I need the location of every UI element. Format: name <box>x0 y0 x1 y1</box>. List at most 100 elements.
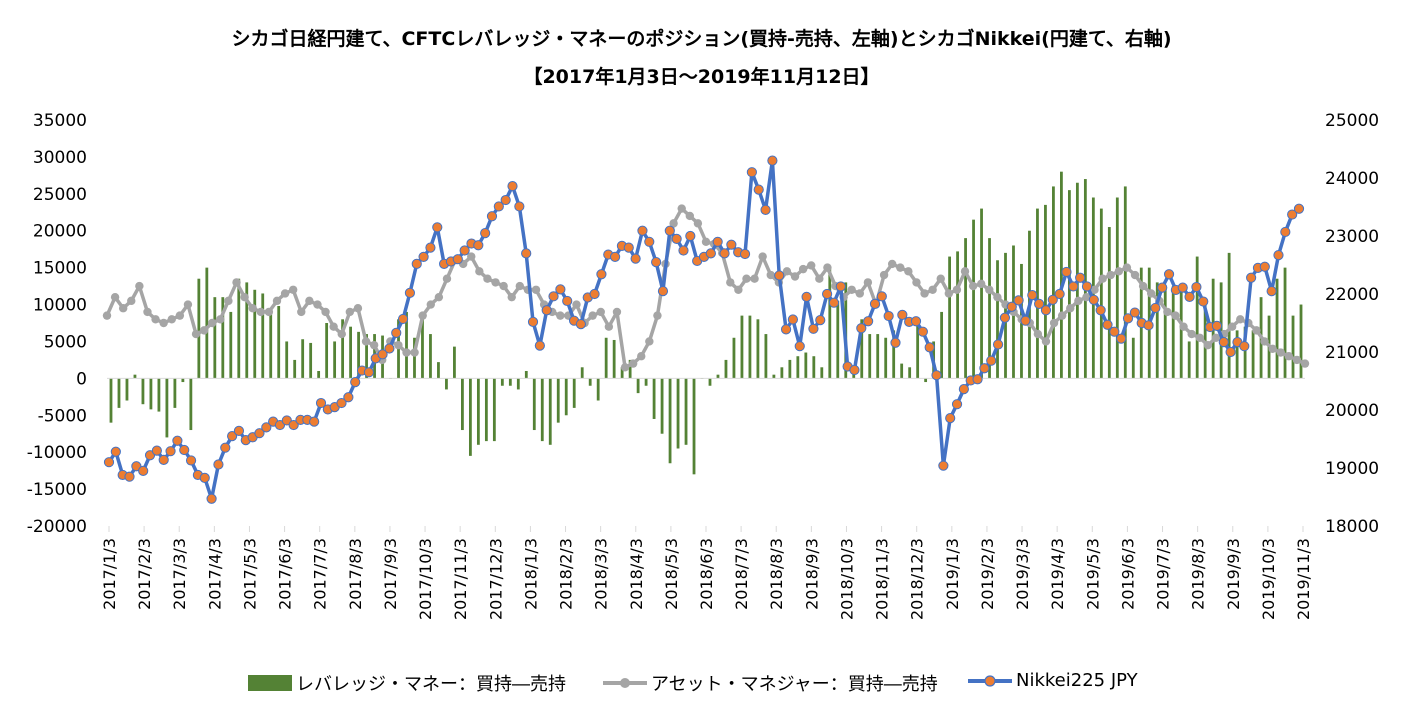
asset-manager-marker <box>491 278 500 287</box>
nikkei-marker <box>657 286 669 297</box>
x-axis-tick-label: 2017/4/3 <box>205 538 224 610</box>
leveraged-bar <box>1283 267 1287 379</box>
asset-manager-marker <box>847 285 856 294</box>
left-axis-tick: 15000 <box>33 259 87 279</box>
left-axis-tick: 10000 <box>33 296 87 316</box>
asset-manager-marker <box>952 285 962 294</box>
asset-manager-marker <box>750 274 759 283</box>
asset-manager-marker <box>483 274 492 283</box>
nikkei-marker <box>473 240 484 251</box>
nikkei-marker <box>575 319 586 330</box>
asset-manager-marker <box>855 289 864 298</box>
nikkei-marker <box>1129 307 1140 318</box>
asset-manager-marker <box>1090 285 1099 294</box>
nikkei-marker <box>185 455 197 466</box>
x-axis-tick-label: 2017/2/3 <box>135 538 154 610</box>
asset-manager-marker <box>977 279 986 289</box>
leveraged-bar <box>484 378 488 442</box>
x-axis-tick-label: 2019/11/3 <box>1294 538 1313 620</box>
x-axis-tick-label: 2017/7/3 <box>311 538 330 610</box>
asset-manager-marker <box>135 281 144 291</box>
asset-manager-marker <box>1041 337 1051 346</box>
legend-label-asset: アセット・マネジャー：買持―売持 <box>651 674 938 695</box>
leveraged-bar <box>245 282 249 379</box>
x-axis-tick-label: 2019/9/3 <box>1224 538 1243 610</box>
asset-manager-marker <box>369 340 379 350</box>
nikkei-marker <box>1034 298 1045 309</box>
leveraged-bar <box>692 378 696 475</box>
leveraged-bar <box>756 319 760 379</box>
asset-manager-marker <box>272 296 282 306</box>
left-axis-tick: 5000 <box>44 332 87 352</box>
leveraged-bar <box>213 297 217 379</box>
x-axis-tick-label: 2018/7/3 <box>732 538 751 610</box>
x-axis-tick-label: 2019/7/3 <box>1154 538 1173 610</box>
nikkei-marker <box>1218 337 1229 348</box>
leveraged-bar <box>860 319 864 379</box>
asset-manager-marker <box>1211 333 1221 342</box>
nikkei-marker <box>897 309 908 320</box>
asset-manager-marker <box>790 272 800 281</box>
x-axis-tick-label: 2017/8/3 <box>346 538 365 610</box>
leveraged-bar <box>293 359 297 379</box>
asset-manager-marker <box>208 318 217 328</box>
leveraged-bar <box>1187 341 1191 379</box>
leveraged-bar <box>109 378 113 423</box>
leveraged-bar <box>285 341 289 379</box>
asset-manager-marker <box>499 281 508 291</box>
nikkei-marker <box>1102 319 1113 330</box>
legend-item-nikkei: Nikkei225 JPY <box>968 670 1138 691</box>
x-axis-tick-label: 2018/3/3 <box>592 538 611 610</box>
left-axis-tick: -5000 <box>38 406 87 426</box>
nikkei-marker <box>404 287 416 298</box>
leveraged-bar <box>908 367 912 379</box>
leveraged-bar <box>437 362 440 379</box>
nikkei-marker <box>992 339 1004 350</box>
nikkei-marker <box>151 445 162 456</box>
nikkei-marker <box>1246 272 1257 283</box>
asset-manager-marker <box>127 296 136 306</box>
left-axis-tick: -10000 <box>27 443 87 463</box>
nikkei-marker <box>336 397 347 409</box>
nikkei-marker <box>480 228 491 239</box>
asset-manager-marker <box>337 329 346 339</box>
x-axis-tick-label: 2019/2/3 <box>978 538 997 610</box>
asset-manager-marker <box>442 274 452 283</box>
leveraged-bar <box>764 334 768 379</box>
leveraged-bar <box>1299 304 1303 379</box>
nikkei-marker <box>500 194 511 206</box>
nikkei-marker <box>780 324 792 335</box>
nikkei-marker <box>979 363 990 374</box>
leveraged-bar <box>620 367 624 379</box>
nikkei-marker <box>1054 288 1065 300</box>
asset-manager-marker <box>118 304 128 313</box>
leveraged-bar <box>788 359 792 379</box>
leveraged-bar <box>1060 171 1063 379</box>
nikkei-marker <box>917 326 928 337</box>
bar-swatch-icon <box>248 675 292 691</box>
asset-manager-marker <box>637 352 646 361</box>
asset-manager-marker <box>475 267 484 276</box>
asset-manager-marker <box>1260 337 1269 346</box>
leveraged-bar <box>229 311 233 379</box>
asset-manager-marker <box>1227 322 1237 331</box>
leveraged-bar <box>1171 286 1175 379</box>
leveraged-bar <box>732 337 736 379</box>
leveraged-bar <box>269 308 273 379</box>
nikkei-marker <box>103 457 115 468</box>
nikkei-marker <box>931 370 942 381</box>
x-axis-tick-label: 2017/5/3 <box>240 538 259 610</box>
asset-manager-marker <box>1082 292 1091 302</box>
x-axis-tick-label: 2019/1/3 <box>943 538 962 610</box>
nikkei-marker <box>418 251 429 262</box>
asset-manager-marker <box>1292 355 1302 365</box>
asset-manager-marker <box>677 204 686 213</box>
nikkei-marker <box>165 446 176 457</box>
right-axis-tick: 24000 <box>1325 169 1379 189</box>
nikkei-marker <box>1006 301 1017 312</box>
x-axis-tick-label: 2017/10/3 <box>416 538 435 620</box>
asset-manager-marker <box>361 337 371 346</box>
nikkei-marker <box>1027 290 1038 301</box>
leveraged-bar <box>676 378 680 449</box>
